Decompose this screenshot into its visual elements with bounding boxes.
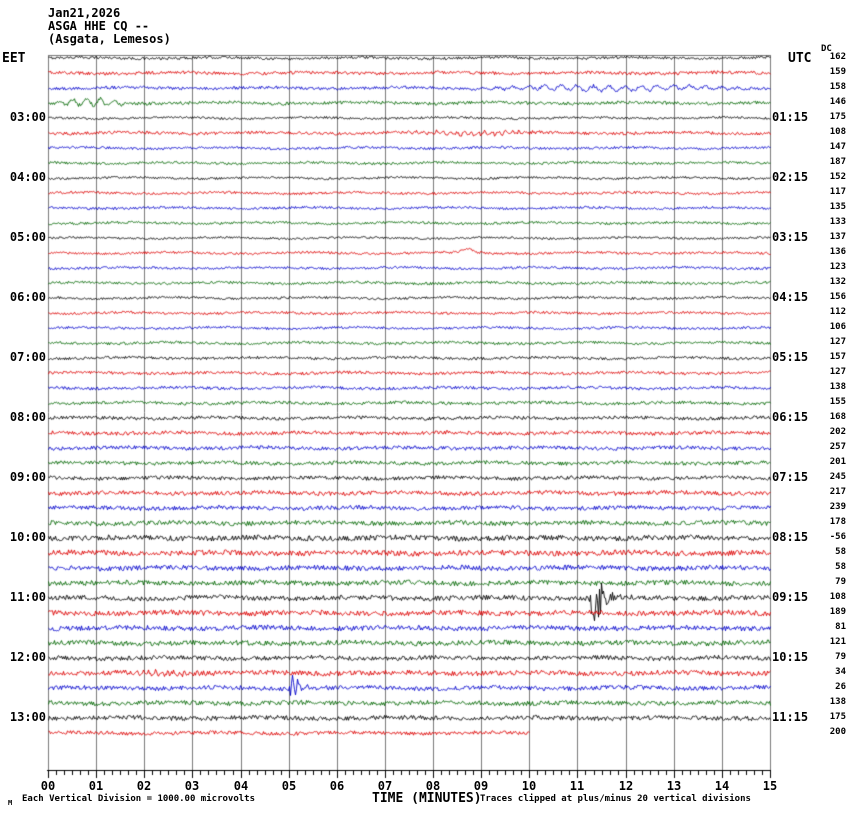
- x-tick-label: 12: [618, 779, 634, 793]
- utc-hour-label: 11:15: [772, 710, 809, 724]
- dc-value: 239: [829, 502, 846, 512]
- x-tick-label: 06: [329, 779, 345, 793]
- x-tick-label: 00: [40, 779, 56, 793]
- dc-value: 257: [829, 442, 846, 452]
- x-tick-label: 05: [281, 779, 297, 793]
- utc-hour-label: 02:15: [772, 170, 809, 184]
- clip-note: Traces clipped at plus/minus 20 vertical…: [480, 794, 751, 804]
- dc-value: 158: [829, 82, 846, 92]
- dc-value: -56: [829, 532, 846, 542]
- x-axis-title: TIME (MINUTES): [372, 791, 482, 806]
- dc-value: 245: [829, 472, 846, 482]
- utc-hour-label: 04:15: [772, 290, 809, 304]
- eet-hour-label: 03:00: [9, 110, 46, 124]
- x-tick-label: 10: [521, 779, 537, 793]
- x-tick-label: 09: [473, 779, 489, 793]
- dc-value: 34: [835, 667, 846, 677]
- dc-value: 147: [829, 142, 846, 152]
- x-tick-label: 04: [233, 779, 249, 793]
- utc-hour-label: 03:15: [772, 230, 809, 244]
- dc-value: 202: [829, 427, 846, 437]
- dc-value: 156: [829, 292, 846, 302]
- x-tick-label: 07: [377, 779, 393, 793]
- x-tick-label: 02: [136, 779, 152, 793]
- utc-hour-label: 07:15: [772, 470, 809, 484]
- dc-value: 79: [835, 652, 846, 662]
- dc-value: 146: [829, 97, 846, 107]
- dc-value: 108: [829, 592, 846, 602]
- dc-value: 200: [829, 727, 846, 737]
- eet-hour-label: 07:00: [9, 350, 46, 364]
- eet-hour-label: 06:00: [9, 290, 46, 304]
- dc-value: 137: [829, 232, 846, 242]
- dc-value: 135: [829, 202, 846, 212]
- dc-value: 175: [829, 112, 846, 122]
- dc-value: 58: [835, 562, 846, 572]
- header-location: (Asgata, Lemesos): [48, 32, 171, 46]
- scale-corner-mark: M: [8, 799, 13, 807]
- dc-value: 79: [835, 577, 846, 587]
- dc-value: 127: [829, 337, 846, 347]
- eet-hour-label: 10:00: [9, 530, 46, 544]
- header-date: Jan21,2026: [48, 6, 121, 20]
- eet-hour-label: 12:00: [9, 650, 46, 664]
- x-tick-label: 15: [762, 779, 778, 793]
- x-tick-label: 13: [666, 779, 682, 793]
- utc-hour-label: 06:15: [772, 410, 809, 424]
- dc-value: 136: [829, 247, 846, 257]
- eet-hour-label: 09:00: [9, 470, 46, 484]
- dc-value: 133: [829, 217, 846, 227]
- dc-value: 162: [829, 52, 846, 62]
- eet-hour-label: 04:00: [9, 170, 46, 184]
- dc-value: 175: [829, 712, 846, 722]
- dc-value: 152: [829, 172, 846, 182]
- dc-value: 26: [835, 682, 846, 692]
- dc-value: 178: [829, 517, 846, 527]
- eet-hour-label: 05:00: [9, 230, 46, 244]
- x-tick-label: 01: [88, 779, 104, 793]
- dc-value: 106: [829, 322, 846, 332]
- utc-hour-label: 08:15: [772, 530, 809, 544]
- dc-value: 138: [829, 697, 846, 707]
- dc-value: 123: [829, 262, 846, 272]
- utc-axis-label: UTC: [788, 51, 812, 66]
- dc-value: 217: [829, 487, 846, 497]
- utc-hour-label: 09:15: [772, 590, 809, 604]
- utc-hour-label: 10:15: [772, 650, 809, 664]
- dc-value: 155: [829, 397, 846, 407]
- dc-value: 127: [829, 367, 846, 377]
- x-tick-label: 11: [569, 779, 585, 793]
- dc-value: 81: [835, 622, 846, 632]
- scale-note: Each Vertical Division = 1000.00 microvo…: [22, 794, 255, 804]
- dc-value: 132: [829, 277, 846, 287]
- eet-axis-label: EET: [2, 51, 26, 66]
- dc-axis-label: DC: [821, 44, 832, 54]
- x-tick-label: 14: [714, 779, 730, 793]
- eet-hour-label: 08:00: [9, 410, 46, 424]
- dc-value: 117: [829, 187, 846, 197]
- utc-hour-label: 05:15: [772, 350, 809, 364]
- dc-value: 138: [829, 382, 846, 392]
- dc-value: 159: [829, 67, 846, 77]
- header-station: ASGA HHE CQ --: [48, 19, 150, 33]
- x-tick-label: 03: [184, 779, 200, 793]
- dc-value: 112: [829, 307, 846, 317]
- dc-value: 121: [829, 637, 846, 647]
- dc-value: 58: [835, 547, 846, 557]
- dc-value: 168: [829, 412, 846, 422]
- eet-hour-label: 11:00: [9, 590, 46, 604]
- dc-value: 201: [829, 457, 846, 467]
- dc-value: 108: [829, 127, 846, 137]
- eet-hour-label: 13:00: [9, 710, 46, 724]
- x-tick-label: 08: [425, 779, 441, 793]
- utc-hour-label: 01:15: [772, 110, 809, 124]
- dc-value: 189: [829, 607, 846, 617]
- dc-value: 157: [829, 352, 846, 362]
- dc-value: 187: [829, 157, 846, 167]
